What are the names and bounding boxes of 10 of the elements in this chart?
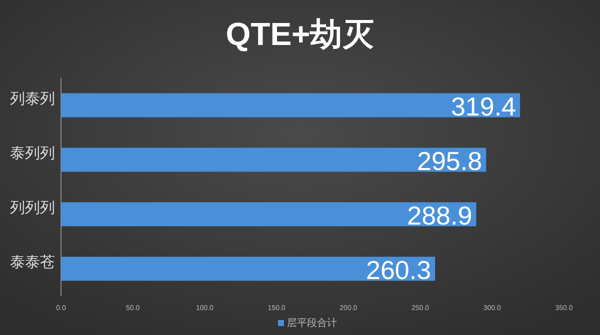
data-label: 260.3 — [366, 254, 432, 285]
data-label: 288.9 — [407, 200, 472, 230]
y-tick-label: 列列列 — [10, 199, 55, 216]
legend-label: 层平段合计 — [287, 317, 337, 329]
y-tick-label: 列泰列 — [10, 90, 55, 108]
y-tick-label: 泰列列 — [10, 144, 55, 162]
y-tick-label: 泰泰苍 — [10, 254, 55, 271]
chart-title: QTE+劫灭 — [226, 16, 374, 52]
data-label: 295.8 — [417, 146, 482, 176]
data-label: 319.4 — [450, 91, 516, 122]
